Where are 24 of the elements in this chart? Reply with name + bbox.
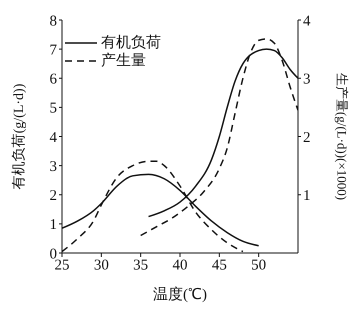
y2-tick-label: 1 [303,188,310,204]
x-tick-label: 35 [133,258,148,274]
y-tick-label: 6 [50,72,58,88]
y-axis-title: 有机负荷(g/(L·d)) [10,83,27,190]
y-tick-label: 0 [50,246,57,262]
x-tick-label: 40 [172,258,188,274]
legend-label: 有机负荷 [101,34,161,52]
y2-tick-label: 3 [303,72,310,88]
y-tick-label: 5 [50,100,57,117]
y-tick-label: 8 [50,13,57,30]
y-tick-label: 1 [50,217,57,234]
x-tick-label: 45 [212,258,227,274]
y2-tick-label: 4 [303,13,311,30]
x-tick-label: 25 [54,258,70,274]
y-tick-label: 7 [50,42,58,58]
x-axis-title: 温度(℃) [153,286,207,303]
y2-axis-title: 生产量(g/(L·d))(×1000) [334,72,350,200]
y-tick-label: 3 [50,158,57,175]
y-tick-label: 2 [50,188,57,204]
y-tick-label: 4 [50,130,58,146]
legend-label: 产生量 [101,52,146,70]
y2-tick-label: 2 [303,130,310,146]
x-tick-label: 50 [251,258,266,274]
x-tick-label: 30 [94,258,109,274]
